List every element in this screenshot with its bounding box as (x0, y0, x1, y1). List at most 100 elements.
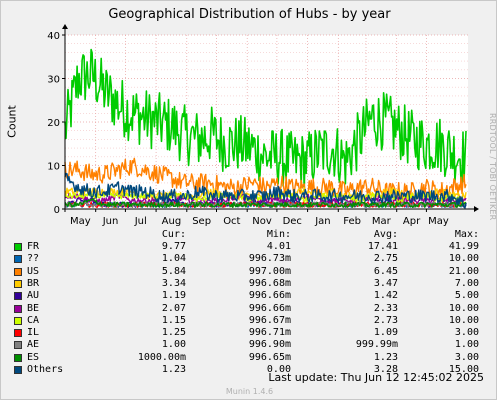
legend-value-cur: 3.34 (161, 277, 186, 289)
legend-series-name: IL (27, 327, 40, 339)
legend-swatch (14, 267, 22, 276)
legend-swatch (14, 292, 22, 301)
legend-value-avg: 1.42 (373, 290, 398, 302)
legend-value-max: 5.00 (454, 290, 479, 302)
munin-version: Munin 1.4.6 (225, 387, 274, 396)
legend-swatch (14, 243, 22, 251)
series-line (64, 172, 467, 209)
legend-swatch (14, 329, 22, 338)
legend-value-cur: 9.77 (161, 241, 186, 252)
legend-row: IL 1.25 996.71m 1.09 3.00 (1, 327, 497, 339)
legend-value-avg: 6.45 (373, 265, 398, 277)
series-line (64, 157, 467, 202)
legend-value-min: 0.00 (266, 364, 291, 375)
legend-row: CA 1.15 996.67m 2.73 10.00 (1, 315, 497, 327)
y-tick-label: 0 (54, 205, 60, 216)
x-tick-label: Jul (134, 216, 147, 227)
legend-series-name: ?? (27, 253, 40, 265)
series-line (64, 48, 467, 191)
legend-value-min: 996.73m (248, 253, 291, 265)
legend-series-name: AE (27, 339, 40, 351)
legend-row: AU 1.19 996.66m 1.42 5.00 (1, 290, 497, 302)
legend-row: Others 1.23 0.00 3.28 15.00 (1, 364, 497, 376)
legend-value-max: 3.00 (454, 351, 479, 363)
legend-value-min: 996.66m (248, 302, 291, 314)
legend-value-min: 996.66m (248, 290, 291, 302)
x-tick-label: May (70, 216, 91, 227)
legend-value-min: 996.71m (248, 327, 291, 339)
x-tick-label: Sep (192, 216, 211, 227)
legend-row: ?? 1.04 996.73m 2.75 10.00 (1, 253, 497, 265)
legend-value-cur: 2.07 (161, 302, 186, 314)
legend-header-avg: Avg: (373, 229, 398, 240)
legend-value-min: 996.68m (248, 277, 291, 289)
legend-value-cur: 1.25 (161, 327, 186, 339)
legend-series-name: FR (27, 241, 40, 252)
legend-value-avg: 3.47 (373, 277, 398, 289)
rrdtool-credit: RRDTOOL / TOBI OETIKER (488, 113, 497, 221)
legend-row: AE 1.00 996.90m 999.99m 1.00 (1, 339, 497, 351)
legend-value-max: 21.00 (448, 265, 479, 277)
x-tick-label: May (428, 216, 449, 227)
legend-value-avg: 1.09 (373, 327, 398, 339)
y-tick-label: 20 (47, 118, 60, 129)
legend-value-cur: 1000.00m (137, 351, 186, 363)
x-tick-label: Nov (252, 216, 272, 227)
legend-series-name: CA (27, 314, 40, 326)
legend-value-cur: 1.23 (161, 364, 186, 375)
legend-series-name: US (27, 265, 40, 277)
legend-series-name: AU (27, 290, 40, 302)
legend-value-min: 996.65m (248, 351, 291, 363)
legend-value-max: 3.00 (454, 327, 479, 339)
legend-value-avg: 3.28 (373, 364, 398, 375)
legend-value-cur: 1.00 (161, 339, 186, 351)
y-tick-label: 40 (47, 31, 60, 42)
x-tick-label: Jun (102, 216, 119, 227)
legend-value-avg: 999.99m (355, 339, 398, 351)
legend-value-min: 997.00m (248, 265, 291, 277)
legend-row: US 5.84 997.00m 6.45 21.00 (1, 266, 497, 278)
legend-header-max: Max: (454, 229, 479, 240)
legend-series-name: BE (27, 302, 40, 314)
last-update: Last update: Thu Jun 12 12:45:02 2025 (268, 371, 484, 384)
legend-header: Cur: Min: Avg: Max: (1, 229, 497, 241)
legend-value-cur: 1.04 (161, 253, 186, 265)
x-tick-label: Jan (314, 216, 330, 227)
legend-value-avg: 2.73 (373, 314, 398, 326)
legend-value-max: 41.99 (448, 241, 479, 252)
legend-value-avg: 2.33 (373, 302, 398, 314)
legend-swatch (14, 255, 22, 264)
legend-value-cur: 1.19 (161, 290, 186, 302)
legend-value-min: 996.67m (248, 314, 291, 326)
legend-row: ES 1000.00m 996.65m 1.23 3.00 (1, 352, 497, 364)
legend-value-max: 10.00 (448, 253, 479, 265)
legend-value-max: 15.00 (448, 364, 479, 375)
legend-value-min: 4.01 (266, 241, 291, 252)
legend-header-cur: Cur: (161, 229, 186, 240)
x-tick-label: Feb (343, 216, 361, 227)
legend-series-name: ES (27, 351, 40, 363)
y-tick-label: 10 (47, 162, 60, 173)
legend-value-max: 10.00 (448, 302, 479, 314)
y-axis-arrow (62, 24, 68, 29)
legend-row: BE 2.07 996.66m 2.33 10.00 (1, 303, 497, 315)
legend-header-min: Min: (266, 229, 291, 240)
legend-swatch (14, 304, 22, 313)
legend-value-max: 7.00 (454, 277, 479, 289)
x-tick-label: Aug (162, 216, 182, 227)
legend-value-max: 10.00 (448, 314, 479, 326)
x-axis-arrow (474, 206, 479, 212)
legend-series-name: Others (27, 364, 64, 375)
series-line (64, 197, 467, 209)
legend-value-max: 1.00 (454, 339, 479, 351)
legend-row: FR 9.77 4.01 17.41 41.99 (1, 241, 497, 253)
legend-value-avg: 1.23 (373, 351, 398, 363)
legend-swatch (14, 366, 22, 374)
legend-value-min: 996.90m (248, 339, 291, 351)
x-tick-label: Apr (403, 216, 421, 227)
legend-swatch (14, 353, 22, 362)
legend-value-cur: 5.84 (161, 265, 186, 277)
legend-swatch (14, 341, 22, 350)
